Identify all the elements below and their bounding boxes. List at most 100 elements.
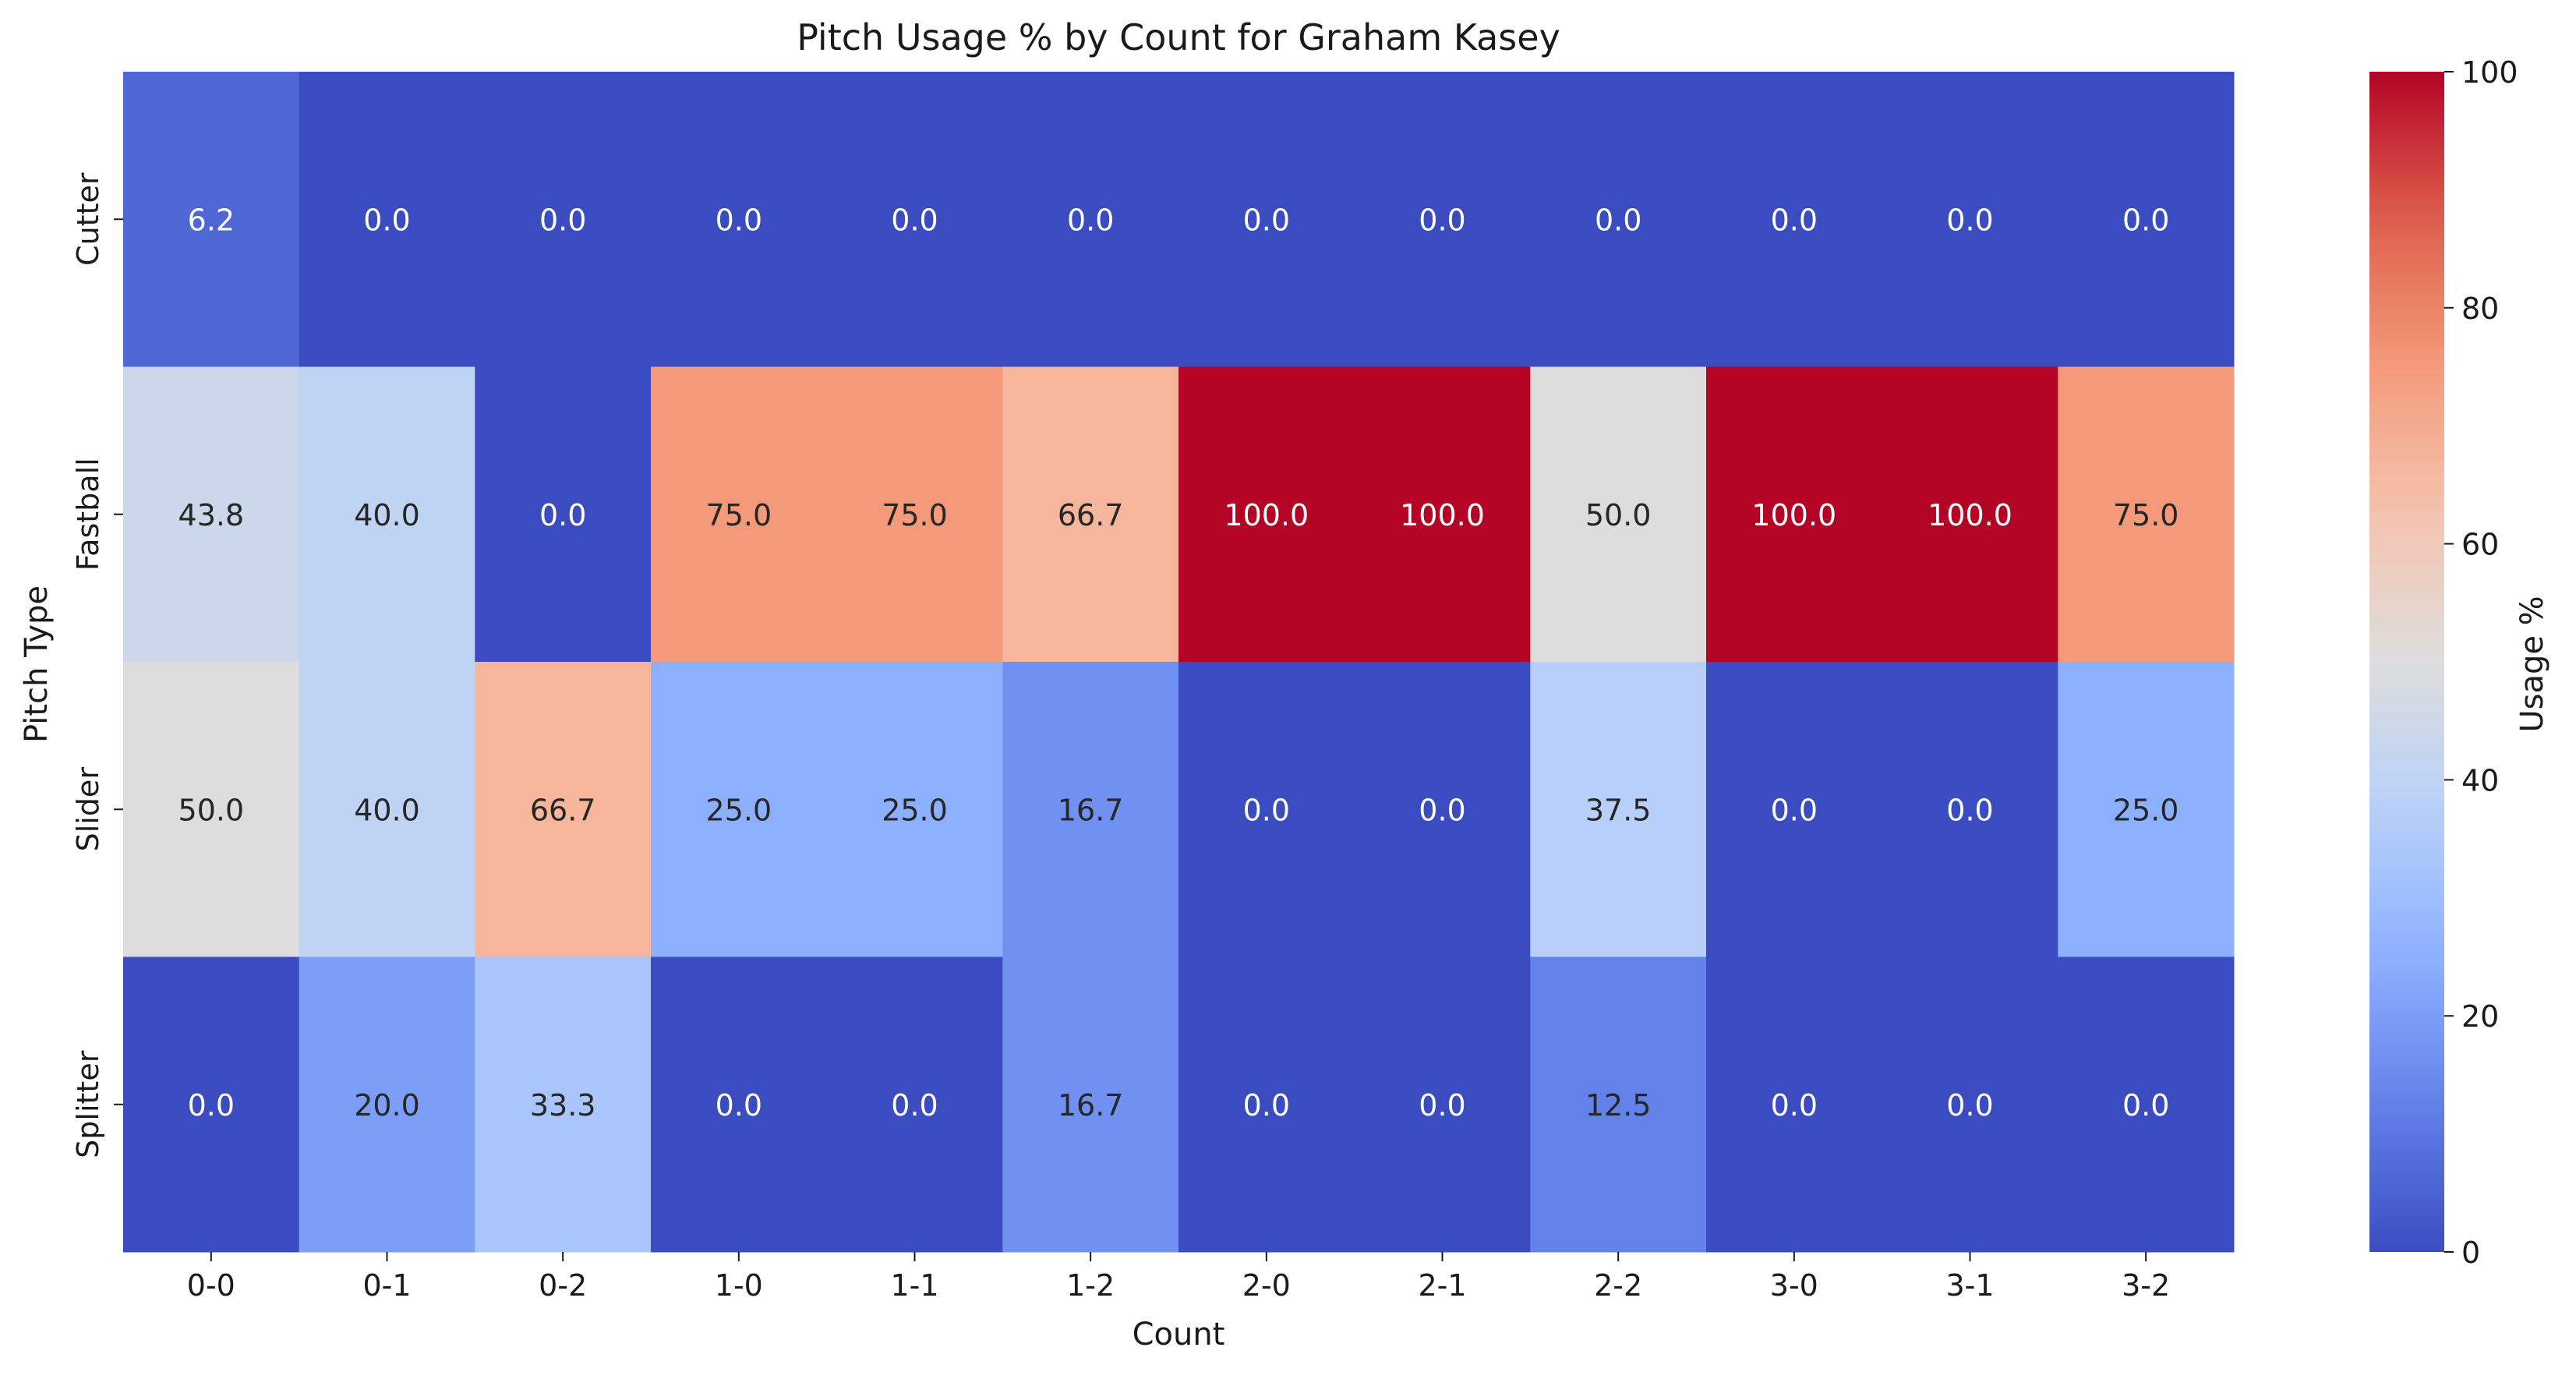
x-tick-label: 1-1 [890, 1268, 938, 1303]
colorbar-tick-label: 80 [2461, 292, 2499, 326]
cell-value-label: 20.0 [354, 1088, 420, 1123]
cell-value-label: 75.0 [2113, 498, 2179, 532]
x-axis: 0-0 0-1 0-2 1-0 1-1 1-2 2-0 2-1 2-2 3-0 3-1 3-2 [187, 1252, 2170, 1303]
heatmap-cell [651, 956, 828, 1253]
heatmap-cell [1354, 662, 1531, 957]
x-tick-label: 0-0 [187, 1268, 235, 1303]
cell-value-label: 100.0 [1751, 498, 1836, 532]
heatmap-cell [1530, 662, 1707, 957]
heatmap-cell [1706, 366, 1883, 663]
cell-value-label: 0.0 [1946, 203, 1993, 237]
heatmap-cell [475, 366, 652, 663]
colorbar-tick-label: 60 [2461, 528, 2499, 562]
cell-value-label: 25.0 [882, 793, 948, 827]
heatmap-cell [651, 72, 828, 367]
heatmap-cell [1178, 662, 1355, 957]
heatmap-cell [123, 72, 300, 367]
cell-value-label: 100.0 [1400, 498, 1485, 532]
cell-value-label: 0.0 [1946, 1088, 1993, 1123]
cell-value-label: 6.2 [188, 203, 235, 237]
cell-value-label: 66.7 [530, 793, 596, 827]
heatmap-cell [1354, 72, 1531, 367]
cell-value-label: 75.0 [706, 498, 772, 532]
heatmap-cell [299, 72, 475, 367]
heatmap-cell [1178, 366, 1355, 663]
cell-value-label: 40.0 [354, 793, 420, 827]
heatmap-cell [1002, 662, 1179, 957]
cell-value-label: 50.0 [1585, 498, 1652, 532]
heatmap-cell [1706, 72, 1883, 367]
cell-value-label: 0.0 [2122, 203, 2169, 237]
cell-value-label: 0.0 [1243, 203, 1290, 237]
heatmap-cell [1354, 366, 1531, 663]
heatmap-cell [299, 366, 475, 663]
cell-value-label: 43.8 [178, 498, 245, 532]
cell-value-labels: 6.2 0.0 0.0 0.0 0.0 0.0 0.0 0.0 0.0 0.0 0.0 0.0 43.8… [178, 203, 2179, 1123]
heatmap-cell [2058, 956, 2235, 1253]
heatmap-cell [1530, 72, 1707, 367]
cell-value-label: 37.5 [1585, 793, 1652, 827]
heatmap-cell [1706, 956, 1883, 1253]
cell-value-label: 100.0 [1928, 498, 2012, 532]
colorbar-tick-label: 20 [2461, 999, 2499, 1034]
cell-value-label: 0.0 [1067, 203, 1114, 237]
heatmap-cell [2058, 662, 2235, 957]
cell-value-label: 66.7 [1058, 498, 1124, 532]
heatmap-cell [651, 366, 828, 663]
y-axis-label: Pitch Type [19, 585, 55, 743]
x-tick-label: 0-2 [539, 1268, 587, 1303]
heatmap-cell [1178, 72, 1355, 367]
cell-value-label: 0.0 [1419, 1088, 1465, 1123]
cell-value-label: 0.0 [1946, 793, 1993, 827]
heatmap-cell [826, 366, 1003, 663]
x-axis-label: Count [1133, 1317, 1225, 1352]
heatmap-cell [123, 366, 300, 663]
heatmap-cell [826, 956, 1003, 1253]
cell-value-label: 0.0 [1419, 203, 1465, 237]
heatmap-cell [826, 72, 1003, 367]
cell-value-label: 0.0 [2122, 1088, 2169, 1123]
cell-value-label: 16.7 [1058, 793, 1124, 827]
cell-value-label: 12.5 [1585, 1088, 1652, 1123]
cell-value-label: 50.0 [178, 793, 245, 827]
heatmap-cells [123, 72, 2235, 1253]
cell-value-label: 33.3 [530, 1088, 596, 1123]
heatmap-cell [123, 662, 300, 957]
y-axis: Cutter Fastball Slider Splitter [71, 172, 123, 1158]
cell-value-label: 0.0 [1595, 203, 1641, 237]
y-tick-label: Fastball [71, 458, 105, 571]
x-tick-label: 3-2 [2122, 1268, 2170, 1303]
heatmap-cell [475, 72, 652, 367]
x-tick-label: 3-1 [1945, 1268, 1994, 1303]
cell-value-label: 25.0 [2113, 793, 2179, 827]
heatmap-cell [1882, 662, 2058, 957]
y-tick-label: Cutter [71, 172, 105, 266]
cell-value-label: 16.7 [1058, 1088, 1124, 1123]
heatmap-cell [1530, 956, 1707, 1253]
colorbar-tick-label: 0 [2461, 1236, 2480, 1270]
chart-title: Pitch Usage % by Count for Graham Kasey [797, 16, 1560, 58]
cell-value-label: 0.0 [891, 1088, 938, 1123]
colorbar-tick-label: 100 [2461, 55, 2518, 90]
colorbar: 0 20 40 60 80 100 [2369, 55, 2518, 1270]
heatmap-cell [826, 662, 1003, 957]
y-tick-label: Slider [71, 767, 105, 852]
heatmap-cell [123, 956, 300, 1253]
cell-value-label: 0.0 [1771, 1088, 1818, 1123]
cell-value-label: 0.0 [188, 1088, 235, 1123]
cell-value-label: 25.0 [706, 793, 772, 827]
cell-value-label: 0.0 [1243, 1088, 1290, 1123]
cell-value-label: 75.0 [882, 498, 948, 532]
x-tick-label: 1-2 [1066, 1268, 1115, 1303]
heatmap-cell [299, 662, 475, 957]
x-tick-label: 2-2 [1594, 1268, 1642, 1303]
cell-value-label: 0.0 [716, 1088, 762, 1123]
colorbar-gradient [2369, 72, 2444, 1252]
heatmap-cell [1002, 956, 1179, 1253]
heatmap-cell [1178, 956, 1355, 1253]
x-tick-label: 0-1 [362, 1268, 411, 1303]
cell-value-label: 0.0 [539, 498, 586, 532]
colorbar-label: Usage % [2514, 596, 2550, 732]
